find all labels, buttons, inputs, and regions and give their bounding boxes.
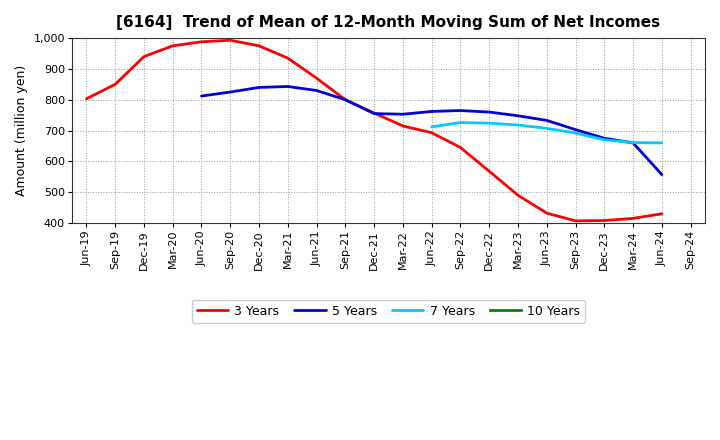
3 Years: [513, 193, 522, 198]
3 Years: [456, 145, 464, 150]
Y-axis label: Amount (million yen): Amount (million yen): [15, 65, 28, 196]
5 Years: [197, 93, 206, 99]
Line: 3 Years: 3 Years: [86, 40, 662, 221]
5 Years: [226, 89, 235, 95]
5 Years: [513, 113, 522, 118]
3 Years: [140, 54, 148, 59]
3 Years: [370, 110, 379, 116]
3 Years: [629, 216, 637, 221]
5 Years: [600, 136, 608, 141]
Line: 5 Years: 5 Years: [202, 87, 662, 175]
5 Years: [485, 110, 493, 115]
7 Years: [513, 122, 522, 128]
5 Years: [571, 127, 580, 132]
3 Years: [255, 43, 264, 48]
5 Years: [255, 85, 264, 90]
7 Years: [456, 120, 464, 125]
3 Years: [82, 96, 91, 102]
7 Years: [629, 140, 637, 145]
7 Years: [428, 124, 436, 129]
5 Years: [399, 112, 408, 117]
3 Years: [226, 38, 235, 43]
Title: [6164]  Trend of Mean of 12-Month Moving Sum of Net Incomes: [6164] Trend of Mean of 12-Month Moving …: [117, 15, 660, 30]
3 Years: [485, 169, 493, 174]
3 Years: [571, 218, 580, 224]
7 Years: [657, 140, 666, 146]
5 Years: [341, 97, 350, 103]
Line: 7 Years: 7 Years: [432, 123, 662, 143]
3 Years: [428, 130, 436, 136]
3 Years: [168, 43, 177, 48]
5 Years: [657, 172, 666, 177]
5 Years: [312, 88, 321, 93]
3 Years: [111, 82, 120, 87]
3 Years: [341, 97, 350, 103]
3 Years: [312, 76, 321, 81]
7 Years: [571, 130, 580, 136]
7 Years: [542, 126, 551, 131]
5 Years: [629, 140, 637, 146]
5 Years: [370, 111, 379, 116]
3 Years: [657, 211, 666, 216]
7 Years: [485, 121, 493, 126]
3 Years: [399, 123, 408, 128]
3 Years: [542, 210, 551, 216]
7 Years: [600, 137, 608, 143]
5 Years: [542, 118, 551, 123]
5 Years: [428, 109, 436, 114]
3 Years: [600, 218, 608, 223]
Legend: 3 Years, 5 Years, 7 Years, 10 Years: 3 Years, 5 Years, 7 Years, 10 Years: [192, 300, 585, 323]
3 Years: [284, 55, 292, 61]
5 Years: [456, 108, 464, 113]
5 Years: [284, 84, 292, 89]
3 Years: [197, 39, 206, 44]
